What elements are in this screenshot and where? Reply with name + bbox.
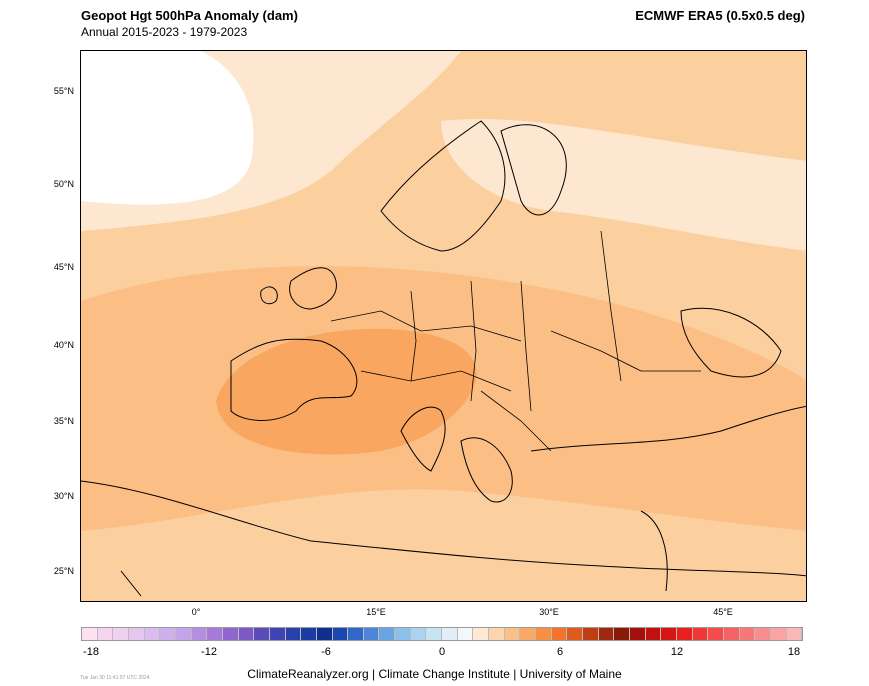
coastlines	[81, 120, 806, 597]
colorbar-tick: 18	[787, 646, 801, 658]
colorbar-swatch	[285, 628, 302, 640]
colorbar-swatch	[551, 628, 568, 640]
colorbar-swatch	[583, 628, 599, 640]
colorbar-tick: 12	[670, 646, 684, 658]
colorbar-swatch	[254, 628, 270, 640]
country-borders	[330, 230, 701, 452]
colorbar-tick: 0	[438, 646, 446, 658]
colorbar-swatch	[755, 628, 771, 640]
colorbar-swatch	[504, 628, 521, 640]
credit-footer: ClimateReanalyzer.org | Climate Change I…	[247, 667, 622, 681]
lon-label-0: 0°	[191, 607, 201, 617]
anomaly-field-strong	[216, 328, 477, 455]
colorbar-tick: 6	[556, 646, 564, 658]
colorbar-swatch	[489, 628, 505, 640]
colorbar-swatch	[128, 628, 145, 640]
lat-label-35: 35°N	[53, 416, 74, 426]
colorbar-swatch	[363, 628, 380, 640]
colorbar-swatch	[175, 628, 192, 640]
colorbar-swatch	[723, 628, 740, 640]
colorbar-swatch	[82, 628, 98, 640]
colorbar-swatch	[614, 628, 630, 640]
colorbar-swatch	[379, 628, 396, 640]
colorbar-swatch	[770, 628, 787, 640]
colorbar-swatch	[708, 628, 724, 640]
lat-label-45: 45°N	[53, 262, 74, 272]
colorbar-swatch	[598, 628, 615, 640]
lat-label-55: 55°N	[53, 86, 74, 96]
colorbar-tick: -6	[321, 646, 331, 658]
map-title: Geopot Hgt 500hPa Anomaly (dam)	[81, 8, 298, 23]
colorbar-swatch	[395, 628, 411, 640]
map-subtitle: Annual 2015-2023 - 1979-2023	[81, 25, 248, 39]
anomaly-field-neutral	[81, 51, 254, 205]
colorbar-swatch	[739, 628, 756, 640]
colorbar-swatch	[332, 628, 349, 640]
colorbar	[81, 627, 803, 641]
colorbar-swatch	[316, 628, 333, 640]
colorbar-swatch	[629, 628, 646, 640]
colorbar-swatch	[457, 628, 474, 640]
anomaly-field-pale-northeast	[441, 119, 806, 251]
colorbar-swatch	[97, 628, 114, 640]
lon-label-30e: 30°E	[539, 607, 559, 617]
colorbar-swatch	[144, 628, 161, 640]
anomaly-map[interactable]	[80, 50, 807, 602]
colorbar-tick: -12	[201, 646, 217, 658]
colorbar-swatch	[645, 628, 662, 640]
colorbar-swatch	[113, 628, 129, 640]
lat-label-50: 50°N	[53, 179, 74, 189]
colorbar-swatch	[676, 628, 693, 640]
colorbar-swatch	[536, 628, 552, 640]
colorbar-swatch	[301, 628, 317, 640]
colorbar-swatch	[661, 628, 677, 640]
map-canvas	[81, 51, 806, 601]
dataset-label: ECMWF ERA5 (0.5x0.5 deg)	[635, 8, 805, 23]
colorbar-swatch	[238, 628, 255, 640]
colorbar-swatch	[160, 628, 176, 640]
colorbar-swatch	[348, 628, 364, 640]
lat-label-25: 25°N	[53, 566, 74, 576]
lon-label-15e: 15°E	[366, 607, 386, 617]
colorbar-swatch	[786, 628, 803, 640]
colorbar-swatch	[442, 628, 458, 640]
colorbar-tick: -18	[83, 646, 99, 658]
lat-label-30: 30°N	[53, 491, 74, 501]
colorbar-swatch	[426, 628, 443, 640]
colorbar-swatch	[520, 628, 537, 640]
colorbar-swatch	[222, 628, 239, 640]
lat-label-40: 40°N	[53, 340, 74, 350]
colorbar-swatch	[692, 628, 709, 640]
colorbar-swatch	[269, 628, 286, 640]
lon-label-45e: 45°E	[713, 607, 733, 617]
colorbar-swatch	[207, 628, 223, 640]
colorbar-swatch	[191, 628, 208, 640]
colorbar-swatch	[473, 628, 490, 640]
colorbar-swatch	[410, 628, 427, 640]
timestamp: Tue Jan 30 11:41:07 UTC 2024	[80, 675, 150, 681]
colorbar-swatch	[567, 628, 583, 640]
